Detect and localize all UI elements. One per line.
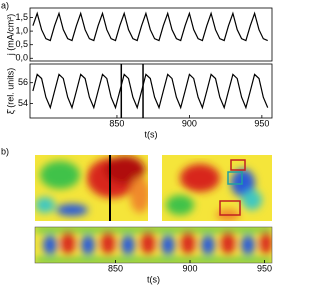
y-tick-label: 0,0	[15, 53, 28, 63]
y-tick-label: 56	[18, 77, 28, 87]
x-tick-label: 850	[108, 263, 123, 273]
image-frame	[34, 226, 273, 264]
y-tick-label: 54	[18, 98, 28, 108]
x-tick-label: 900	[183, 263, 198, 273]
panel-label: a)	[1, 0, 9, 10]
y-tick-label: 1,5	[15, 12, 28, 22]
y-axis-label: j (mA/cm²)	[5, 14, 15, 57]
x-axis-label: t(s)	[147, 274, 160, 284]
data-line	[32, 73, 269, 110]
x-tick-label: 950	[257, 263, 272, 273]
x-axis-label: t(s)	[145, 129, 158, 139]
plot-frame	[29, 63, 273, 119]
x-tick-label: 900	[182, 118, 197, 128]
figure: a) 0,0 0,5 1,0 1,5j (mA/cm²) 54 56ξ̄ (rel. uni…	[1, 0, 273, 284]
heatmap-left	[35, 155, 148, 221]
y-axis-label: ξ̄ (rel. units)	[5, 68, 15, 115]
heatmap-strip	[35, 227, 272, 263]
x-tick-label: 950	[254, 118, 269, 128]
panel-label: b)	[1, 146, 9, 156]
x-tick-label: 850	[109, 118, 124, 128]
y-tick-label: 1,0	[15, 25, 28, 35]
plot-frame	[29, 7, 273, 62]
heatmap-right	[162, 155, 272, 221]
data-line	[32, 11, 268, 42]
y-tick-label: 0,5	[15, 39, 28, 49]
